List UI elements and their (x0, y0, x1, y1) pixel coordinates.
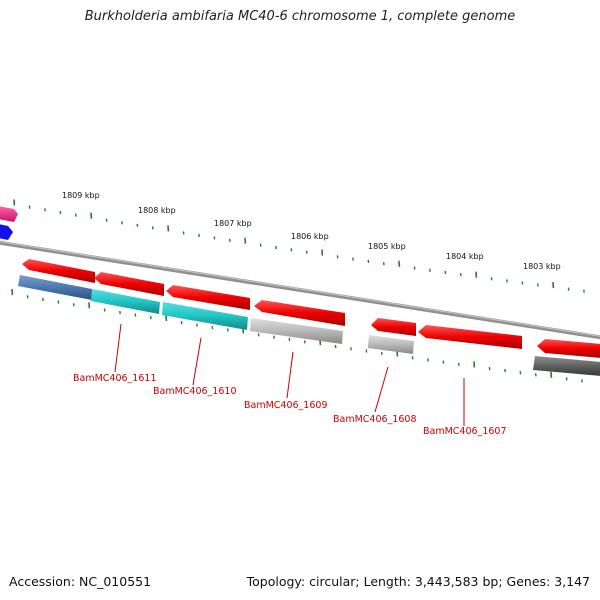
gene-red-3 (166, 285, 250, 310)
gene-label-1607: BamMC406_1607 (423, 426, 506, 437)
leader-line-1611 (114, 323, 122, 373)
leader-line-1610 (192, 337, 202, 386)
scale-label-1809: 1809 kbp (62, 191, 100, 200)
gene-red-1 (22, 259, 95, 283)
feature-blue-arrow (0, 224, 13, 240)
chromosome-backbone (0, 240, 600, 340)
scale-label-1806: 1806 kbp (291, 232, 329, 241)
scale-label-1808: 1808 kbp (138, 206, 176, 215)
gene-block-light-gray-2 (368, 335, 414, 354)
outer-scale-ticks (13, 199, 585, 293)
gene-red-4 (254, 300, 345, 326)
gene-block-teal-1 (91, 289, 160, 314)
chromosome-backbone-highlight (0, 241, 600, 337)
gene-red-5 (371, 318, 416, 336)
genome-summary-text: Topology: circular; Length: 3,443,583 bp… (246, 574, 590, 589)
gene-red-7 (537, 339, 600, 358)
scale-label-1804: 1804 kbp (446, 252, 484, 261)
leader-line-1608 (374, 366, 389, 413)
scale-label-1807: 1807 kbp (214, 219, 252, 228)
feature-magenta (0, 206, 18, 222)
inner-scale-ticks (11, 289, 583, 383)
accession-text: Accession: NC_010551 (9, 574, 152, 589)
map-title: Burkholderia ambifaria MC40-6 chromosome… (84, 9, 516, 24)
gene-block-dark-gray (533, 356, 600, 376)
leader-line-1609 (286, 351, 294, 399)
gene-block-steel-blue (18, 275, 92, 300)
scale-label-1803: 1803 kbp (523, 262, 561, 271)
gene-block-light-gray-1 (250, 318, 343, 344)
scale-label-1805: 1805 kbp (368, 242, 406, 251)
gene-label-1611: BamMC406_1611 (73, 373, 156, 384)
gene-block-teal-2 (162, 302, 248, 330)
gene-label-1610: BamMC406_1610 (153, 386, 236, 397)
gene-red-6 (418, 325, 522, 349)
gene-label-1609: BamMC406_1609 (244, 400, 327, 411)
gene-label-1608: BamMC406_1608 (333, 414, 416, 425)
gene-red-2 (94, 272, 164, 296)
